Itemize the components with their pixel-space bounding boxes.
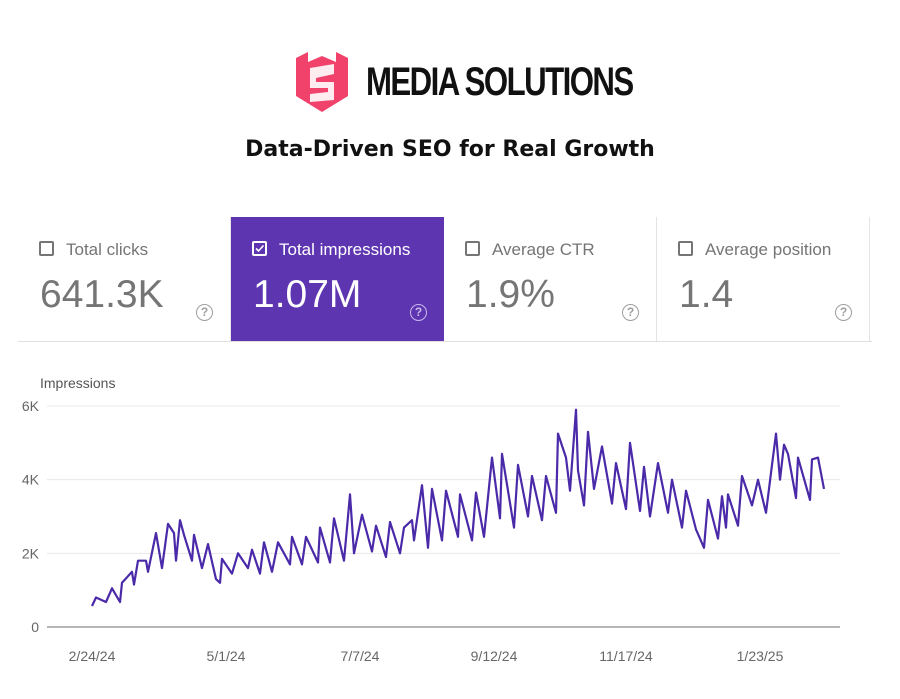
y-tick-label: 0 — [31, 619, 39, 635]
metric-card-average-position[interactable]: Average position 1.4 ? — [657, 217, 870, 341]
x-tick-label: 11/17/24 — [599, 648, 653, 664]
checkbox-unchecked-icon[interactable] — [678, 241, 693, 256]
checkbox-unchecked-icon[interactable] — [39, 241, 54, 256]
tagline: Data-Driven SEO for Real Growth — [0, 137, 900, 162]
checkbox-unchecked-icon[interactable] — [465, 241, 480, 256]
brand-name: MEDIA SOLUTIONS — [366, 62, 633, 102]
metric-value: 1.9% — [466, 273, 555, 317]
x-tick-label: 1/23/25 — [737, 648, 784, 664]
y-tick-label: 6K — [22, 398, 40, 414]
metric-label: Total impressions — [279, 240, 410, 260]
impressions-line — [92, 410, 824, 606]
y-axis-label: Impressions — [40, 375, 115, 391]
x-tick-label: 2/24/24 — [69, 648, 116, 664]
y-tick-label: 4K — [22, 472, 40, 488]
chart-svg: 0 2K 4K 6K 2/24/24 5/1/24 7/7/24 9/12/24 11/17/2… — [0, 360, 900, 694]
logo-shield-icon — [294, 52, 350, 112]
metric-value: 1.07M — [253, 273, 361, 317]
metric-value: 1.4 — [679, 273, 733, 317]
x-tick-label: 7/7/24 — [341, 648, 380, 664]
help-icon[interactable]: ? — [835, 304, 852, 321]
metric-card-average-ctr[interactable]: Average CTR 1.9% ? — [444, 217, 657, 341]
checkbox-checked-icon[interactable] — [252, 241, 267, 256]
metric-label: Average CTR — [492, 240, 595, 260]
metric-label: Average position — [705, 240, 831, 260]
y-tick-label: 2K — [22, 545, 40, 561]
metric-card-total-clicks[interactable]: Total clicks 641.3K ? — [18, 217, 231, 341]
help-icon[interactable]: ? — [196, 304, 213, 321]
x-tick-label: 9/12/24 — [471, 648, 518, 664]
metric-cards: Total clicks 641.3K ? Total impressions … — [18, 217, 872, 342]
metric-label: Total clicks — [66, 240, 148, 260]
x-tick-label: 5/1/24 — [207, 648, 246, 664]
metric-card-total-impressions[interactable]: Total impressions 1.07M ? — [231, 217, 444, 341]
logo: MEDIA SOLUTIONS — [294, 52, 708, 112]
metric-value: 641.3K — [40, 273, 164, 317]
impressions-chart: Impressions 0 2K 4K 6K 2/24/24 5/1/24 7/7/24 9/… — [0, 360, 900, 694]
help-icon[interactable]: ? — [410, 304, 427, 321]
help-icon[interactable]: ? — [622, 304, 639, 321]
